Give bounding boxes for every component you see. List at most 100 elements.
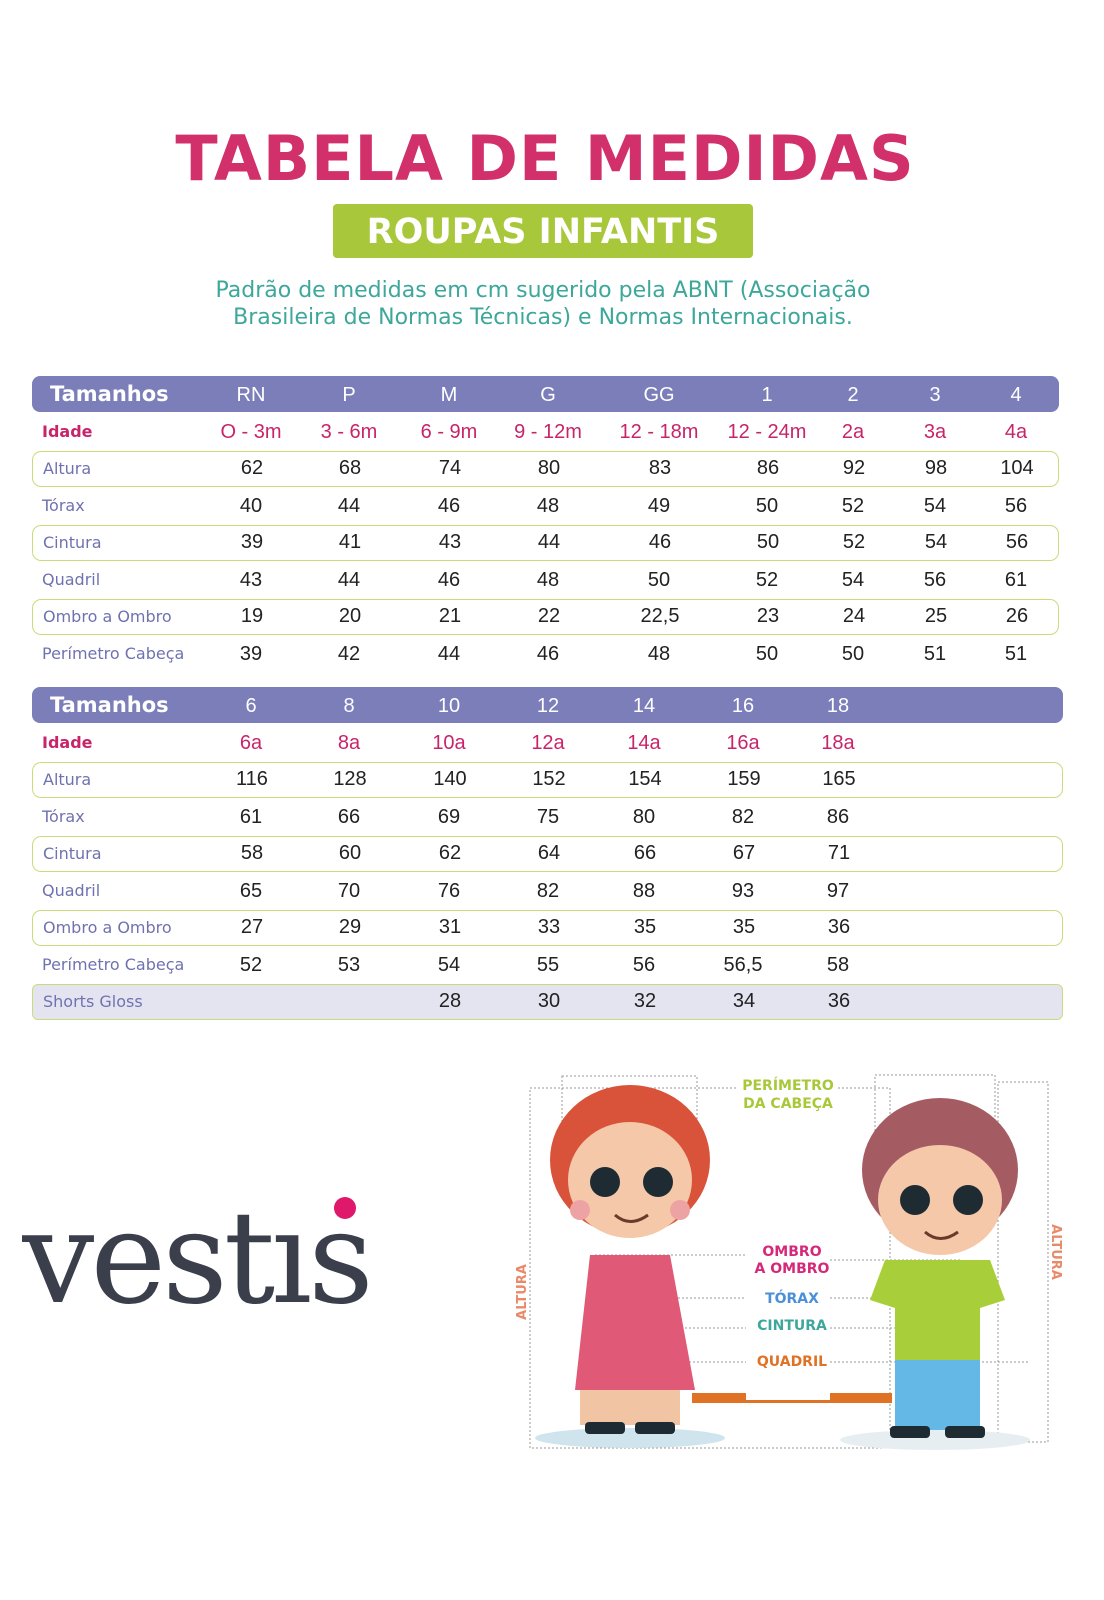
table-row: Idade 6a 8a 10a 12a 14a 16a 18a xyxy=(32,725,1063,761)
table-cell: 56 xyxy=(1004,495,1028,517)
table-cell: 97 xyxy=(826,880,850,902)
table-cell: 83 xyxy=(648,457,672,479)
table-cell: 58 xyxy=(240,842,264,864)
size-header: 3 xyxy=(929,384,941,406)
table-cell: 65 xyxy=(239,880,263,902)
size-header: 10 xyxy=(437,695,461,717)
header-label: Tamanhos xyxy=(50,693,169,717)
svg-text:vestıs: vestıs xyxy=(22,1184,370,1310)
row-label: Cintura xyxy=(43,844,102,863)
table-cell: 56,5 xyxy=(723,954,763,976)
table-cell: 62 xyxy=(240,457,264,479)
row-label: Shorts Gloss xyxy=(43,992,143,1011)
row-label: Perímetro Cabeça xyxy=(42,644,185,663)
table-cell: 22,5 xyxy=(640,605,680,627)
table-cell: 140 xyxy=(433,768,467,790)
table-cell: 56 xyxy=(1005,531,1029,553)
table-cell: 2a xyxy=(841,421,865,443)
table-cell: 93 xyxy=(731,880,755,902)
table-cell: 51 xyxy=(1004,643,1028,665)
table-cell: 50 xyxy=(755,643,779,665)
table-cell: 165 xyxy=(822,768,856,790)
table-cell: 8a xyxy=(337,732,361,754)
size-header: 8 xyxy=(343,695,355,717)
subtitle-line-2: Brasileira de Normas Técnicas) e Normas … xyxy=(233,305,853,330)
table-cell: 10a xyxy=(432,732,466,754)
table-cell: 43 xyxy=(438,531,462,553)
table-cell: 50 xyxy=(756,531,780,553)
table-cell: 64 xyxy=(537,842,561,864)
row-label: Idade xyxy=(42,422,93,441)
table-cell: 70 xyxy=(337,880,361,902)
table-row: Perímetro Cabeça 39 42 44 46 48 50 50 51 51 xyxy=(32,636,1059,672)
row-label: Altura xyxy=(43,770,92,789)
size-header: 12 xyxy=(536,695,560,717)
table-cell: 6 - 9m xyxy=(420,421,478,443)
table-cell: 86 xyxy=(756,457,780,479)
table-cell: 74 xyxy=(438,457,462,479)
boy-figure xyxy=(840,1098,1030,1450)
table-cell: 152 xyxy=(532,768,566,790)
size-header: G xyxy=(540,384,556,406)
table-cell: 53 xyxy=(337,954,361,976)
table-header: Tamanhos 6 8 10 12 14 16 18 xyxy=(32,687,1063,723)
table-cell: 82 xyxy=(731,806,755,828)
table-cell: O - 3m xyxy=(220,421,282,443)
row-label: Idade xyxy=(42,733,93,752)
table-cell: 39 xyxy=(239,643,263,665)
table-cell: 69 xyxy=(437,806,461,828)
table-cell: 62 xyxy=(438,842,462,864)
label-ombro: OMBRO xyxy=(762,1244,821,1260)
row-label: Tórax xyxy=(42,496,85,515)
table-cell: 49 xyxy=(647,495,671,517)
subtitle-line-1: Padrão de medidas em cm sugerido pela AB… xyxy=(215,278,871,303)
table-cell: 19 xyxy=(240,605,264,627)
table-cell: 56 xyxy=(923,569,947,591)
table-cell: 46 xyxy=(437,495,461,517)
table-cell: 50 xyxy=(755,495,779,517)
table-row: Ombro a Ombro 27 29 31 33 35 35 36 xyxy=(32,910,1063,946)
table-cell: 29 xyxy=(338,916,362,938)
table-cell: 88 xyxy=(632,880,656,902)
row-label: Perímetro Cabeça xyxy=(42,955,185,974)
label-ombro-2: A OMBRO xyxy=(755,1261,830,1277)
table-cell: 44 xyxy=(337,569,361,591)
label-quadril: QUADRIL xyxy=(757,1354,827,1370)
table-row: Perímetro Cabeça 52 53 54 55 56 56,5 58 xyxy=(32,947,1063,983)
table-cell: 61 xyxy=(239,806,263,828)
table-cell: 58 xyxy=(826,954,850,976)
size-header: 16 xyxy=(731,695,755,717)
table-cell: 34 xyxy=(732,990,756,1012)
table-cell: 36 xyxy=(827,916,851,938)
table-row: Quadril 43 44 46 48 50 52 54 56 61 xyxy=(32,562,1059,598)
table-cell: 50 xyxy=(647,569,671,591)
label-altura-left: ALTURA xyxy=(515,1264,530,1320)
label-cintura: CINTURA xyxy=(757,1318,827,1334)
label-perimetro-2: DA CABEÇA xyxy=(743,1096,833,1112)
table-cell: 54 xyxy=(924,531,948,553)
table-cell: 66 xyxy=(337,806,361,828)
size-header: 18 xyxy=(826,695,850,717)
table-cell: 25 xyxy=(924,605,948,627)
size-header: 14 xyxy=(632,695,656,717)
row-label: Altura xyxy=(43,459,92,478)
table-cell: 12a xyxy=(531,732,565,754)
row-label: Ombro a Ombro xyxy=(43,918,172,937)
table-row: Ombro a Ombro 19 20 21 22 22,5 23 24 25 26 xyxy=(32,599,1059,635)
table-row: Tórax 40 44 46 48 49 50 52 54 56 xyxy=(32,488,1059,524)
table-cell: 44 xyxy=(337,495,361,517)
table-cell: 33 xyxy=(537,916,561,938)
table-cell: 52 xyxy=(841,495,865,517)
table-cell: 16a xyxy=(726,732,760,754)
table-cell: 98 xyxy=(924,457,948,479)
table-cell: 18a xyxy=(821,732,855,754)
table-cell: 71 xyxy=(827,842,851,864)
table-cell: 22 xyxy=(537,605,561,627)
table-cell: 44 xyxy=(437,643,461,665)
table-cell: 26 xyxy=(1005,605,1029,627)
table-cell: 66 xyxy=(633,842,657,864)
table-row: Altura 116 128 140 152 154 159 165 xyxy=(32,762,1063,798)
table-cell: 80 xyxy=(537,457,561,479)
table-cell: 80 xyxy=(632,806,656,828)
table-cell: 9 - 12m xyxy=(514,421,582,443)
